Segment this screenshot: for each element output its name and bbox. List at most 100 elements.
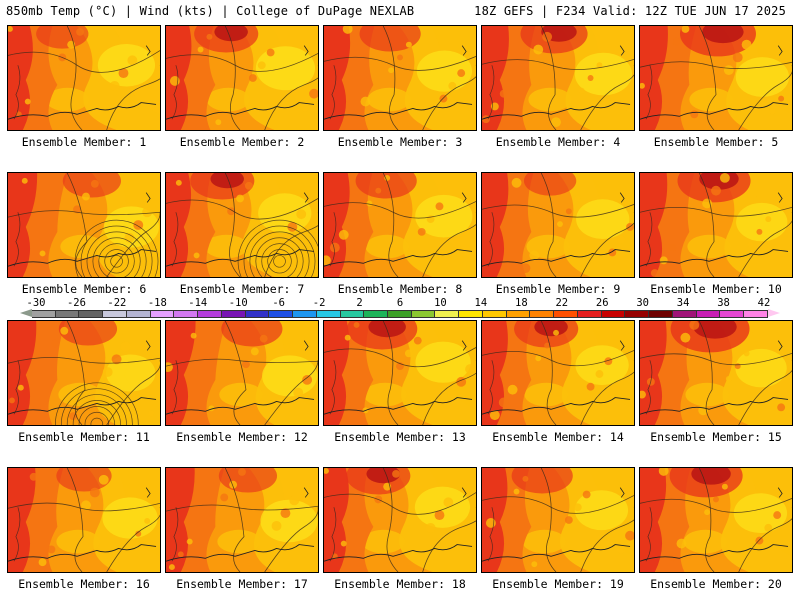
ensemble-member-map (323, 320, 477, 426)
colorbar-swatch (530, 311, 555, 317)
ensemble-member-label: Ensemble Member: 16 (18, 577, 150, 591)
colorbar-tick-label: -6 (272, 297, 285, 309)
colorbar-swatch (316, 311, 341, 317)
temperature-field (324, 468, 476, 572)
colorbar-swatch (601, 311, 626, 317)
ensemble-member-label: Ensemble Member: 18 (334, 577, 466, 591)
colorbar-tick-label: 22 (555, 297, 569, 309)
colorbar-tick-label: 30 (636, 297, 649, 309)
ensemble-member-label: Ensemble Member: 17 (176, 577, 308, 591)
ensemble-member-label: Ensemble Member: 8 (337, 282, 463, 296)
ensemble-member-map (165, 172, 319, 278)
colorbar-swatch (435, 311, 460, 317)
colorbar-tick-label: -2 (312, 297, 326, 309)
colorbar-swatch (174, 311, 199, 317)
colorbar-tick-label: -10 (228, 297, 248, 309)
colorbar-swatch (340, 311, 365, 317)
temperature-field (324, 173, 476, 277)
colorbar-tick-label: -18 (147, 297, 167, 309)
ensemble-member-label: Ensemble Member: 3 (337, 135, 463, 149)
colorbar-tick-label: 34 (676, 297, 690, 309)
ensemble-member-label: Ensemble Member: 11 (18, 430, 150, 444)
colorbar-swatch (411, 311, 436, 317)
ensemble-member-map (323, 467, 477, 573)
ensemble-member-label: Ensemble Member: 19 (492, 577, 624, 591)
colorbar-swatch (79, 311, 104, 317)
ensemble-member-label: Ensemble Member: 12 (176, 430, 308, 444)
colorbar-swatch (150, 311, 175, 317)
ensemble-member-label: Ensemble Member: 1 (21, 135, 147, 149)
colorbar-swatch (720, 311, 745, 317)
temperature-field (166, 173, 318, 277)
temperature-field (8, 468, 160, 572)
colorbar-tick-label: 42 (757, 297, 771, 309)
colorbar-swatch (32, 311, 56, 317)
colorbar-tick-label: 6 (396, 297, 404, 309)
colorbar-swatch (198, 311, 222, 317)
colorbar-tick-label: -14 (188, 297, 208, 309)
colorbar-swatch (577, 311, 602, 317)
colorbar-tick-label: 18 (515, 297, 528, 309)
temperature-field (8, 26, 160, 130)
temperature-field (482, 26, 634, 130)
colorbar-swatch (269, 311, 294, 317)
ensemble-member-label: Ensemble Member: 9 (495, 282, 621, 296)
temperature-field (8, 173, 160, 277)
colorbar-swatch (696, 311, 721, 317)
ensemble-member-map (7, 320, 161, 426)
ensemble-member-map (639, 467, 793, 573)
colorbar-swatch (649, 311, 673, 317)
colorbar-swatch (245, 311, 270, 317)
colorbar-tick-label: 14 (474, 297, 488, 309)
temperature-field (324, 26, 476, 130)
temperature-field (166, 468, 318, 572)
colorbar-swatch (388, 311, 412, 317)
ensemble-member-map (639, 172, 793, 278)
ensemble-member-label: Ensemble Member: 2 (179, 135, 305, 149)
ensemble-member-map (481, 25, 635, 131)
temperature-field (324, 321, 476, 425)
colorbar-swatch (293, 311, 317, 317)
ensemble-member-label: Ensemble Member: 7 (179, 282, 305, 296)
colorbar-swatch (672, 311, 697, 317)
temperature-field (640, 26, 792, 130)
ensemble-member-map (165, 320, 319, 426)
colorbar-tick-label: -26 (66, 297, 86, 309)
colorbar-swatch (625, 311, 650, 317)
colorbar-strip (32, 310, 768, 318)
colorbar-swatch (744, 311, 768, 317)
temperature-field (640, 468, 792, 572)
ensemble-member-map (639, 320, 793, 426)
temperature-field (482, 321, 634, 425)
temperature-field (166, 26, 318, 130)
ensemble-member-map (639, 25, 793, 131)
temperature-field (482, 468, 634, 572)
colorbar-min-arrow (20, 309, 32, 317)
colorbar-swatch (482, 311, 507, 317)
ensemble-member-map (7, 172, 161, 278)
colorbar-ticks: -30 -26 -22 -18 -14 -10 -6 -2 2 6 10 14 18 22 26 30 34 38… (14, 298, 786, 309)
colorbar-swatch (126, 311, 151, 317)
temperature-field (640, 321, 792, 425)
temperature-field (8, 321, 160, 425)
ensemble-member-map (481, 320, 635, 426)
colorbar-tick-label: 2 (356, 297, 363, 309)
temperature-field (166, 321, 318, 425)
ensemble-member-label: Ensemble Member: 14 (492, 430, 624, 444)
temperature-colorbar: -30 -26 -22 -18 -14 -10 -6 -2 2 6 10 14 18 22 26 30 34 38… (14, 298, 786, 320)
colorbar-swatch (103, 311, 127, 317)
colorbar-swatch (364, 311, 389, 317)
colorbar-tick-label: 38 (717, 297, 730, 309)
ensemble-member-map (165, 25, 319, 131)
colorbar-swatch (221, 311, 246, 317)
ensemble-member-label: Ensemble Member: 4 (495, 135, 621, 149)
colorbar-tick-label: 26 (595, 297, 609, 309)
colorbar-swatch (506, 311, 531, 317)
ensemble-member-map (165, 467, 319, 573)
ensemble-member-label: Ensemble Member: 5 (653, 135, 779, 149)
temperature-field (640, 173, 792, 277)
ensemble-member-map (7, 25, 161, 131)
ensemble-member-map (323, 25, 477, 131)
colorbar-tick-label: -30 (26, 297, 46, 309)
